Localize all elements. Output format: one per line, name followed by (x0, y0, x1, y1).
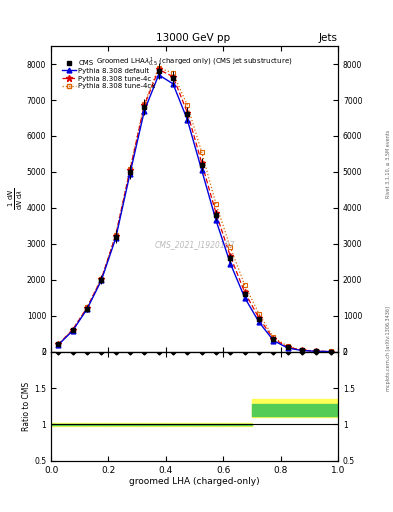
Pythia 8.308 tune-4cx (271, 334, 276, 340)
Pythia 8.308 default (271, 337, 276, 344)
Pythia 8.308 default (99, 278, 104, 284)
Pythia 8.308 default (56, 342, 61, 348)
Pythia 8.308 tune-4c (156, 67, 161, 73)
Pythia 8.308 default (142, 108, 147, 114)
Pythia 8.308 tune-4cx (257, 311, 261, 317)
Pythia 8.308 tune-4c (300, 347, 305, 353)
Pythia 8.308 default (70, 328, 75, 334)
Pythia 8.308 default (285, 345, 290, 351)
Y-axis label: $\frac{1}{\mathrm{d}N}\frac{\mathrm{d}N}{\mathrm{d}\lambda}$: $\frac{1}{\mathrm{d}N}\frac{\mathrm{d}N}… (7, 188, 25, 210)
Text: Groomed LHA$\lambda^{1}_{0.5}$ (charged only) (CMS jet substructure): Groomed LHA$\lambda^{1}_{0.5}$ (charged … (96, 55, 293, 69)
Pythia 8.308 tune-4cx (314, 348, 319, 354)
Pythia 8.308 tune-4cx (300, 347, 305, 353)
Pythia 8.308 tune-4c (99, 276, 104, 282)
Pythia 8.308 tune-4cx (329, 348, 333, 354)
Text: 13000 GeV pp: 13000 GeV pp (156, 33, 230, 44)
Pythia 8.308 tune-4cx (199, 149, 204, 155)
Pythia 8.308 default (185, 117, 190, 123)
Pythia 8.308 tune-4cx (228, 244, 233, 250)
Pythia 8.308 tune-4c (70, 327, 75, 333)
Pythia 8.308 default (113, 236, 118, 242)
Pythia 8.308 tune-4cx (214, 201, 219, 207)
Line: Pythia 8.308 default: Pythia 8.308 default (56, 72, 333, 354)
Pythia 8.308 default (156, 72, 161, 78)
Pythia 8.308 tune-4cx (185, 102, 190, 109)
Pythia 8.308 default (314, 348, 319, 354)
Pythia 8.308 default (128, 170, 132, 177)
Pythia 8.308 tune-4c (271, 336, 276, 342)
Pythia 8.308 tune-4cx (70, 327, 75, 333)
Pythia 8.308 tune-4c (199, 160, 204, 166)
Pythia 8.308 tune-4c (228, 253, 233, 260)
Pythia 8.308 tune-4c (113, 232, 118, 239)
Line: Pythia 8.308 tune-4cx: Pythia 8.308 tune-4cx (56, 65, 333, 354)
Pythia 8.308 tune-4cx (142, 100, 147, 106)
Text: Rivet 3.1.10, ≥ 3.5M events: Rivet 3.1.10, ≥ 3.5M events (386, 130, 391, 198)
Pythia 8.308 tune-4cx (128, 166, 132, 172)
Pythia 8.308 default (228, 261, 233, 267)
Pythia 8.308 tune-4cx (285, 344, 290, 350)
Text: mcplots.cern.ch [arXiv:1306.3436]: mcplots.cern.ch [arXiv:1306.3436] (386, 306, 391, 391)
Pythia 8.308 tune-4c (257, 315, 261, 322)
Text: Jets: Jets (319, 33, 338, 44)
Pythia 8.308 default (214, 218, 219, 224)
Pythia 8.308 tune-4cx (242, 282, 247, 288)
Pythia 8.308 tune-4c (329, 349, 333, 355)
Pythia 8.308 tune-4c (314, 348, 319, 354)
Legend: CMS, Pythia 8.308 default, Pythia 8.308 tune-4c, Pythia 8.308 tune-4cx: CMS, Pythia 8.308 default, Pythia 8.308 … (60, 59, 157, 91)
Pythia 8.308 default (242, 295, 247, 301)
Pythia 8.308 tune-4c (242, 289, 247, 295)
Pythia 8.308 tune-4c (128, 167, 132, 173)
Pythia 8.308 default (171, 81, 175, 87)
Pythia 8.308 tune-4c (171, 74, 175, 80)
Pythia 8.308 tune-4cx (113, 232, 118, 238)
Pythia 8.308 tune-4c (84, 305, 89, 311)
Pythia 8.308 tune-4c (214, 210, 219, 217)
Pythia 8.308 tune-4cx (56, 342, 61, 348)
Pythia 8.308 default (199, 167, 204, 173)
Pythia 8.308 tune-4c (142, 102, 147, 109)
Pythia 8.308 tune-4c (285, 344, 290, 350)
Pythia 8.308 tune-4cx (171, 70, 175, 76)
Pythia 8.308 tune-4c (56, 342, 61, 348)
Pythia 8.308 tune-4cx (84, 304, 89, 310)
Pythia 8.308 default (329, 349, 333, 355)
Pythia 8.308 default (84, 306, 89, 312)
Y-axis label: Ratio to CMS: Ratio to CMS (22, 381, 31, 431)
Line: Pythia 8.308 tune-4c: Pythia 8.308 tune-4c (55, 67, 334, 355)
Pythia 8.308 default (300, 348, 305, 354)
Pythia 8.308 tune-4cx (99, 275, 104, 282)
Text: CMS_2021_I1920187: CMS_2021_I1920187 (154, 240, 235, 249)
X-axis label: groomed LHA (charged-only): groomed LHA (charged-only) (129, 477, 260, 486)
Pythia 8.308 default (257, 319, 261, 325)
Pythia 8.308 tune-4cx (156, 65, 161, 71)
Pythia 8.308 tune-4c (185, 110, 190, 116)
